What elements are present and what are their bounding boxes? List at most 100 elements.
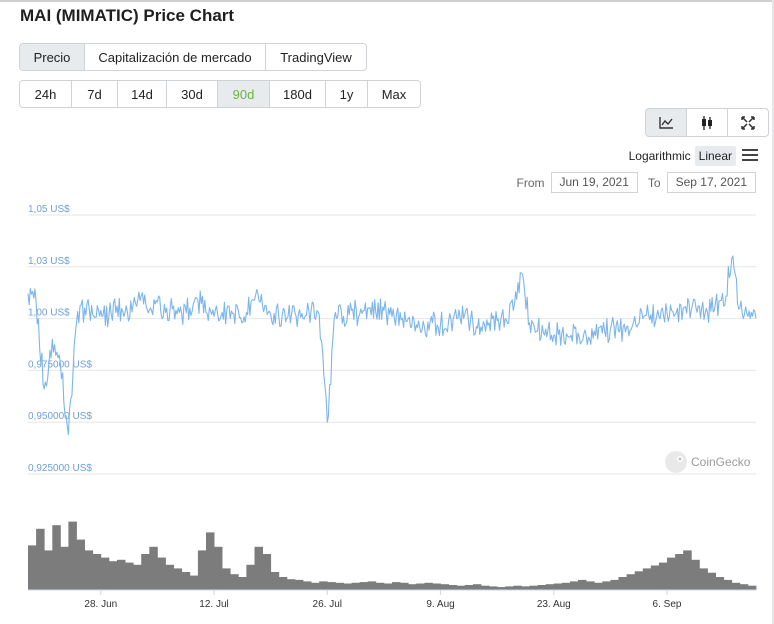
- volume-bar: [464, 585, 474, 590]
- volume-bar: [230, 574, 239, 590]
- volume-bar: [303, 581, 312, 590]
- volume-bar: [311, 582, 320, 590]
- volume-bar: [553, 583, 563, 590]
- volume-bar: [383, 583, 393, 590]
- volume-bar: [699, 568, 708, 590]
- volume-bar: [44, 550, 53, 590]
- grid-lines: [28, 214, 756, 475]
- volume-bar: [375, 582, 385, 590]
- volume-bar: [707, 572, 716, 590]
- volume-bar: [400, 582, 409, 590]
- y-tick-label: 0,950000 US$: [28, 411, 92, 422]
- volume-bar: [440, 584, 449, 590]
- range-180d[interactable]: 180d: [270, 81, 326, 107]
- volume-bar: [270, 572, 280, 590]
- volume-bar: [472, 584, 482, 590]
- from-label: From: [516, 175, 545, 190]
- volume-bar: [610, 579, 619, 590]
- volume-bar: [513, 585, 522, 590]
- volume-bar: [181, 572, 191, 590]
- volume-bar: [731, 582, 741, 590]
- volume-bar: [521, 586, 530, 590]
- volume-bar: [36, 528, 45, 590]
- line-chart-icon[interactable]: [646, 109, 687, 136]
- volume-bar: [570, 581, 579, 590]
- volume-bar: [432, 583, 441, 590]
- volume-bar: [278, 577, 288, 590]
- volume-bar: [165, 564, 174, 590]
- y-tick-label: 0,925000 US$: [28, 463, 92, 474]
- range-1y[interactable]: 1y: [326, 81, 368, 107]
- volume-bar: [578, 579, 587, 590]
- range-14d[interactable]: 14d: [118, 81, 167, 107]
- fullscreen-icon[interactable]: [728, 109, 768, 136]
- volume-bar: [108, 561, 118, 590]
- volume-bar: [351, 582, 361, 590]
- volume-bar: [505, 586, 514, 590]
- volume-bar: [561, 582, 571, 590]
- range-90d[interactable]: 90d: [218, 81, 270, 107]
- volume-bar: [60, 546, 69, 590]
- range-24h[interactable]: 24h: [20, 81, 72, 107]
- x-tick-label: 23. Aug: [537, 599, 571, 610]
- volume-bar: [642, 568, 652, 590]
- range-30d[interactable]: 30d: [167, 81, 218, 107]
- volume-bar: [222, 568, 231, 590]
- range-7d[interactable]: 7d: [72, 81, 118, 107]
- to-label: To: [647, 175, 661, 190]
- date-range: From Jun 19, 2021 To Sep 17, 2021: [511, 172, 756, 193]
- volume-bar: [626, 574, 636, 590]
- volume-bar: [408, 584, 417, 590]
- to-date-input[interactable]: Sep 17, 2021: [666, 172, 756, 193]
- volume-bar: [675, 554, 684, 590]
- volume-bar: [254, 546, 263, 590]
- right-border: [772, 0, 774, 624]
- volume-bar: [739, 584, 749, 590]
- volume-bar: [68, 521, 77, 590]
- tab-precio[interactable]: Precio: [20, 44, 85, 70]
- coingecko-logo-icon: [665, 451, 687, 473]
- volume-bar: [189, 575, 199, 590]
- price-chart[interactable]: 1,05 US$1,03 US$1,00 US$0,975000 US$0,95…: [0, 200, 774, 620]
- x-tick-label: 28. Jun: [84, 599, 117, 610]
- volume-bar: [286, 579, 296, 590]
- volume-bar: [246, 564, 255, 590]
- volume-bar: [149, 546, 158, 590]
- scale-logarithmic[interactable]: Logarithmic: [628, 149, 691, 163]
- candlestick-icon[interactable]: [687, 109, 728, 136]
- volume-bar: [125, 562, 134, 590]
- y-tick-label: 1,00 US$: [28, 308, 70, 319]
- volume-bar: [683, 550, 692, 590]
- coingecko-watermark: CoinGecko: [665, 451, 751, 473]
- x-tick-label: 6. Sep: [653, 599, 682, 610]
- volume-bar: [658, 562, 668, 590]
- volume-bar: [634, 571, 644, 590]
- scale-linear[interactable]: Linear: [694, 146, 736, 166]
- volume-bar: [602, 581, 611, 590]
- volume-bar: [28, 545, 37, 590]
- volume-bar: [343, 583, 352, 590]
- y-axis-labels: 1,05 US$1,03 US$1,00 US$0,975000 US$0,95…: [28, 204, 92, 474]
- volume-bar: [456, 585, 466, 590]
- x-tick-label: 26. Jul: [313, 599, 342, 610]
- tab-tradingview[interactable]: TradingView: [280, 49, 352, 65]
- volume-bar: [141, 554, 150, 590]
- volume-bar: [238, 577, 247, 590]
- volume-bar: [448, 585, 458, 590]
- volume-bar: [157, 557, 166, 590]
- volume-bar: [133, 564, 142, 590]
- volume-bar: [173, 568, 183, 590]
- hamburger-menu-icon[interactable]: [742, 148, 758, 164]
- volume-bar: [489, 586, 498, 590]
- volume-bar: [367, 581, 377, 590]
- price-series-line: [27, 255, 757, 436]
- volume-bar: [262, 554, 272, 590]
- volume-bar: [327, 582, 336, 590]
- volume-bar: [618, 577, 627, 590]
- range-tabs: 24h 7d 14d 30d 90d 180d 1y Max: [19, 80, 421, 108]
- tab-market-cap[interactable]: Capitalización de mercado: [85, 44, 266, 70]
- from-date-input[interactable]: Jun 19, 2021: [550, 172, 638, 193]
- range-max[interactable]: Max: [381, 86, 407, 102]
- volume-bar: [100, 557, 110, 590]
- volume-bar: [416, 583, 425, 590]
